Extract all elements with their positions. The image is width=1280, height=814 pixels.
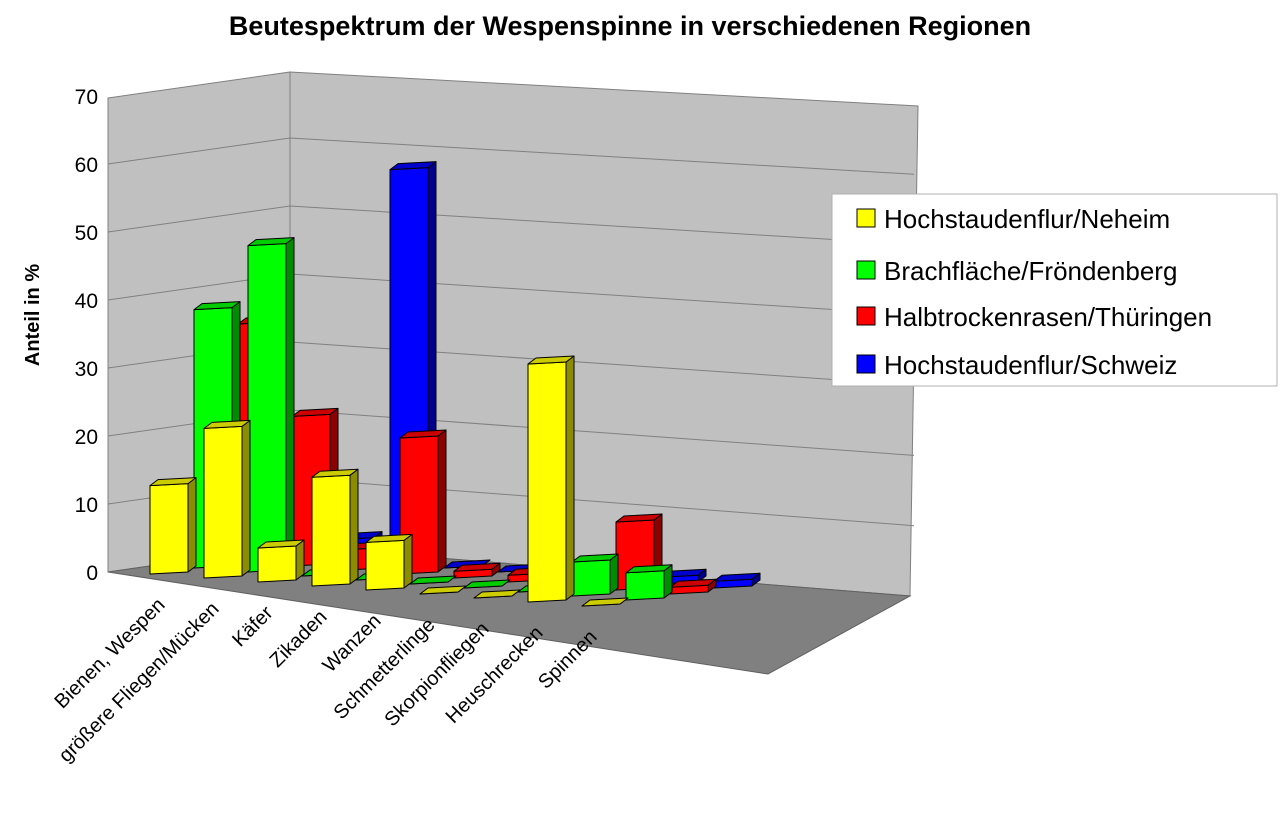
bars	[149, 161, 761, 607]
y-tick-30: 30	[75, 358, 98, 381]
y-tick-20: 20	[75, 426, 98, 449]
y-tick-0: 0	[86, 562, 98, 585]
bar-halbtrockenrasen-thueringen-wanzen	[453, 562, 501, 579]
bar-halbtrockenrasen-thueringen-spinnen	[669, 578, 717, 595]
bar-hochstaudenflur-schweiz-spinnen	[713, 572, 761, 589]
legend-swatch-hochstaudenflur-neheim	[856, 208, 876, 228]
bar-hochstaudenflur-neheim-bienen-wespen	[149, 477, 197, 575]
y-tick-10: 10	[75, 494, 98, 517]
bar-brachflaeche-froendenberg-schmetterlinge	[463, 579, 511, 589]
bar-hochstaudenflur-neheim-spinnen	[581, 597, 629, 607]
chart-title: Beutespektrum der Wespenspinne in versch…	[229, 11, 1031, 41]
legend-box	[831, 193, 1278, 387]
y-tick-50: 50	[75, 222, 98, 245]
legend-label-brachflaeche-froendenberg: Brachfläche/Fröndenberg	[884, 256, 1177, 286]
bar-hochstaudenflur-neheim-groessere-fliegen-muecken	[203, 419, 251, 579]
gridline-60	[107, 137, 915, 175]
category-label-schmetterlinge: Schmetterlinge	[330, 614, 440, 724]
y-axis-ticks: 0 10 20 30 40 50 60 70	[75, 86, 98, 585]
gridline-50	[107, 205, 915, 246]
legend-label-halbtrockenrasen-thueringen: Halbtrockenrasen/Thüringen	[884, 302, 1212, 332]
legend-swatch-brachflaeche-froendenberg	[856, 260, 876, 280]
back-wall	[289, 71, 919, 597]
bar-hochstaudenflur-neheim-kaefer	[257, 539, 305, 583]
legend: Hochstaudenflur/Neheim Brachfläche/Frönd…	[831, 193, 1278, 387]
bar-brachflaeche-froendenberg-spinnen	[625, 564, 673, 601]
category-label-skorpionfliegen: Skorpionfliegen	[380, 618, 493, 731]
legend-swatch-hochstaudenflur-schweiz	[856, 354, 876, 374]
bar-hochstaudenflur-neheim-schmetterlinge	[419, 585, 467, 595]
y-axis-label: Anteil in %	[22, 264, 44, 366]
bar-hochstaudenflur-neheim-heuschrecken	[527, 355, 575, 603]
bar-hochstaudenflur-neheim-zikaden	[311, 468, 359, 587]
y-tick-60: 60	[75, 154, 98, 177]
bar-hochstaudenflur-neheim-skorpionfliegen	[473, 589, 521, 599]
y-tick-70: 70	[75, 86, 98, 109]
bar-brachflaeche-froendenberg-wanzen	[409, 575, 457, 585]
legend-label-hochstaudenflur-neheim: Hochstaudenflur/Neheim	[884, 204, 1170, 234]
bar-brachflaeche-froendenberg-heuschrecken	[571, 553, 619, 597]
category-label-kaefer: Käfer	[228, 602, 278, 652]
legend-label-hochstaudenflur-schweiz: Hochstaudenflur/Schweiz	[884, 350, 1177, 380]
bar-brachflaeche-froendenberg-groessere-fliegen-muecken	[247, 237, 295, 573]
bar-hochstaudenflur-neheim-wanzen	[365, 533, 413, 591]
legend-swatch-halbtrockenrasen-thueringen	[856, 306, 876, 326]
y-tick-40: 40	[75, 290, 98, 313]
